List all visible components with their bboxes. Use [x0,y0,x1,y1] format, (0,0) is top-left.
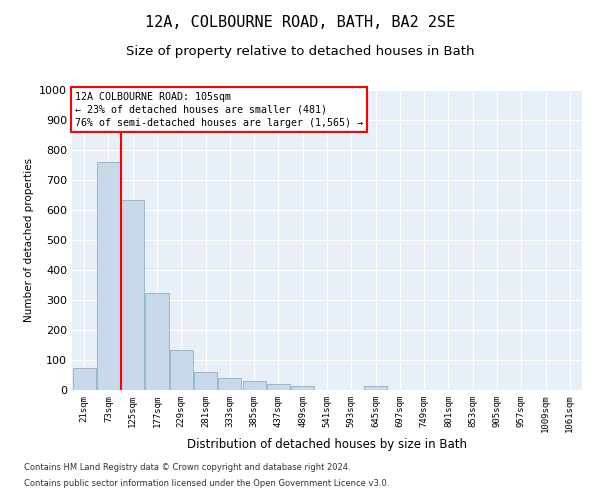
Text: Contains public sector information licensed under the Open Government Licence v3: Contains public sector information licen… [24,478,389,488]
Bar [291,386,314,390]
X-axis label: Distribution of detached houses by size in Bath: Distribution of detached houses by size … [187,438,467,451]
Bar [145,292,169,390]
Bar [364,386,387,390]
Bar [194,372,217,390]
Y-axis label: Number of detached properties: Number of detached properties [23,158,34,322]
Text: Contains HM Land Registry data © Crown copyright and database right 2024.: Contains HM Land Registry data © Crown c… [24,464,350,472]
Bar [242,381,266,390]
Text: 12A COLBOURNE ROAD: 105sqm
← 23% of detached houses are smaller (481)
76% of sem: 12A COLBOURNE ROAD: 105sqm ← 23% of deta… [74,92,362,128]
Bar [73,368,95,390]
Bar [121,200,144,390]
Bar [267,384,290,390]
Bar [170,350,193,390]
Text: 12A, COLBOURNE ROAD, BATH, BA2 2SE: 12A, COLBOURNE ROAD, BATH, BA2 2SE [145,15,455,30]
Bar [97,162,120,390]
Bar [218,378,241,390]
Text: Size of property relative to detached houses in Bath: Size of property relative to detached ho… [126,45,474,58]
